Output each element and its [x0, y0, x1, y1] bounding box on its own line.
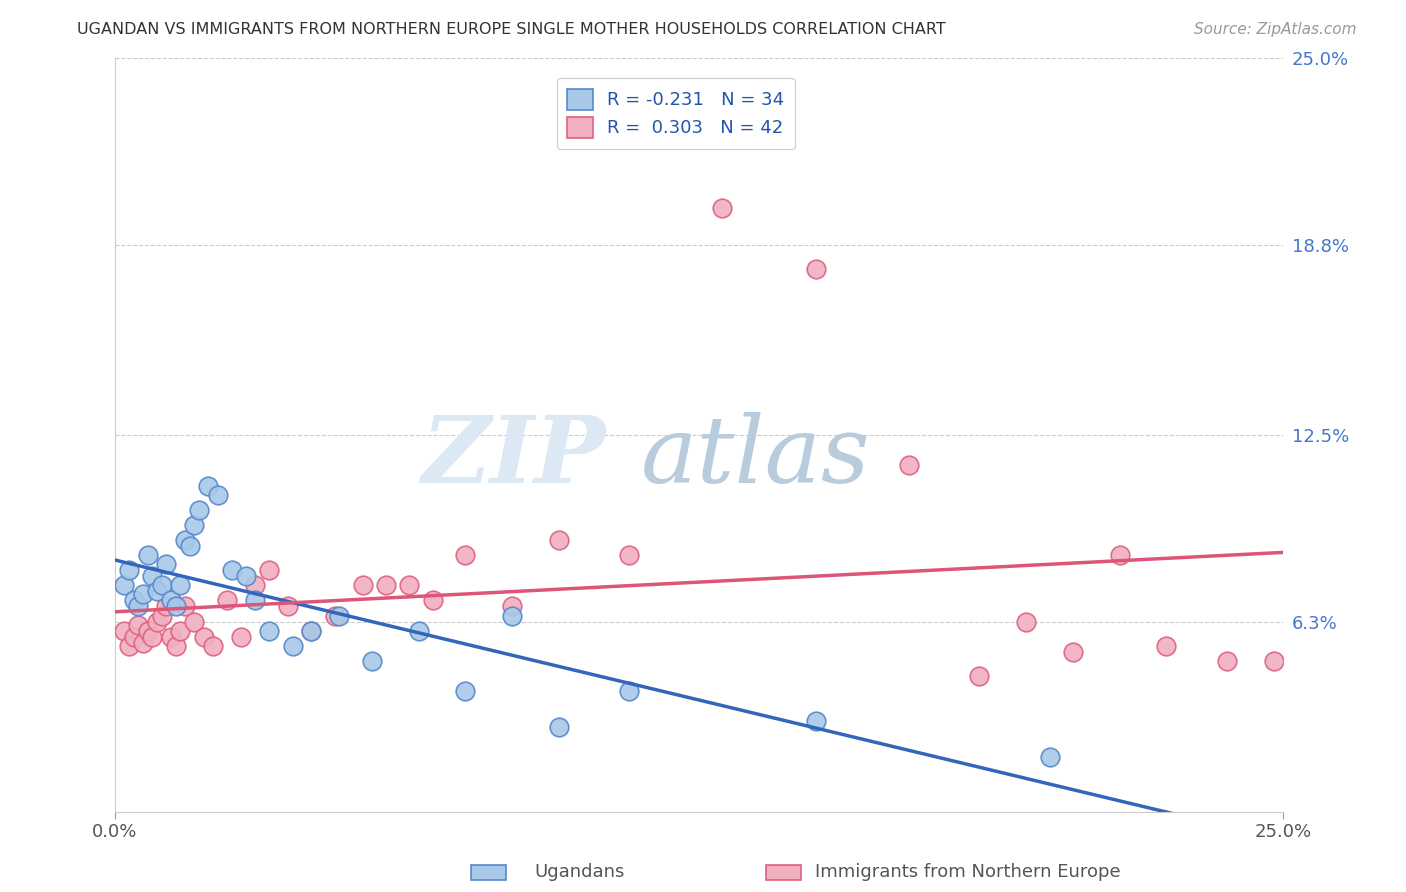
Point	[112, 624, 135, 638]
Point	[422, 593, 444, 607]
Point	[188, 503, 211, 517]
Point	[548, 533, 571, 548]
Point	[155, 599, 177, 614]
Point	[193, 630, 215, 644]
Text: ZIP: ZIP	[422, 412, 606, 502]
Point	[804, 261, 827, 276]
Point	[804, 714, 827, 728]
Point	[136, 624, 159, 638]
Point	[245, 593, 267, 607]
Point	[150, 578, 173, 592]
Point	[169, 578, 191, 592]
Point	[146, 584, 169, 599]
Point	[169, 624, 191, 638]
Point	[245, 578, 267, 592]
Point	[112, 578, 135, 592]
Point	[711, 202, 734, 216]
Point	[179, 539, 201, 553]
Point	[328, 608, 350, 623]
Point	[1039, 750, 1062, 764]
Point	[207, 488, 229, 502]
Point	[127, 599, 149, 614]
Point	[617, 548, 640, 562]
Text: UGANDAN VS IMMIGRANTS FROM NORTHERN EUROPE SINGLE MOTHER HOUSEHOLDS CORRELATION : UGANDAN VS IMMIGRANTS FROM NORTHERN EURO…	[77, 22, 946, 37]
Point	[281, 639, 304, 653]
Point	[1108, 548, 1130, 562]
Point	[257, 624, 280, 638]
Point	[183, 518, 205, 533]
Point	[299, 624, 322, 638]
Point	[501, 608, 523, 623]
Point	[183, 615, 205, 629]
Text: Immigrants from Northern Europe: Immigrants from Northern Europe	[815, 863, 1121, 881]
Point	[217, 593, 239, 607]
Point	[165, 639, 187, 653]
Point	[617, 684, 640, 698]
Point	[1015, 615, 1038, 629]
Point	[197, 479, 219, 493]
Point	[454, 548, 477, 562]
Point	[127, 617, 149, 632]
Point	[118, 639, 141, 653]
Point	[221, 563, 243, 577]
Point	[136, 548, 159, 562]
Point	[277, 599, 299, 614]
Point	[323, 608, 346, 623]
Point	[1062, 645, 1084, 659]
Point	[408, 624, 430, 638]
Text: atlas: atlas	[641, 412, 870, 502]
Point	[122, 630, 145, 644]
Point	[155, 558, 177, 572]
Point	[1156, 639, 1178, 653]
Point	[165, 599, 187, 614]
Point	[150, 608, 173, 623]
Point	[160, 630, 183, 644]
Point	[548, 720, 571, 734]
Point	[352, 578, 374, 592]
Text: Ugandans: Ugandans	[534, 863, 624, 881]
Point	[174, 533, 197, 548]
Point	[1263, 654, 1285, 668]
Point	[141, 630, 163, 644]
Point	[132, 635, 155, 649]
Point	[174, 599, 197, 614]
Point	[361, 654, 384, 668]
Point	[235, 569, 257, 583]
Point	[231, 630, 253, 644]
Legend: R = -0.231   N = 34, R =  0.303   N = 42: R = -0.231 N = 34, R = 0.303 N = 42	[557, 78, 794, 149]
Point	[257, 563, 280, 577]
Point	[1216, 654, 1239, 668]
Point	[398, 578, 420, 592]
Point	[299, 624, 322, 638]
Point	[454, 684, 477, 698]
Point	[375, 578, 398, 592]
Point	[141, 569, 163, 583]
Point	[118, 563, 141, 577]
Point	[160, 593, 183, 607]
Point	[122, 593, 145, 607]
Point	[132, 587, 155, 601]
Point	[969, 669, 991, 683]
Point	[898, 458, 921, 472]
Point	[146, 615, 169, 629]
Point	[202, 639, 225, 653]
Point	[501, 599, 523, 614]
Text: Source: ZipAtlas.com: Source: ZipAtlas.com	[1194, 22, 1357, 37]
